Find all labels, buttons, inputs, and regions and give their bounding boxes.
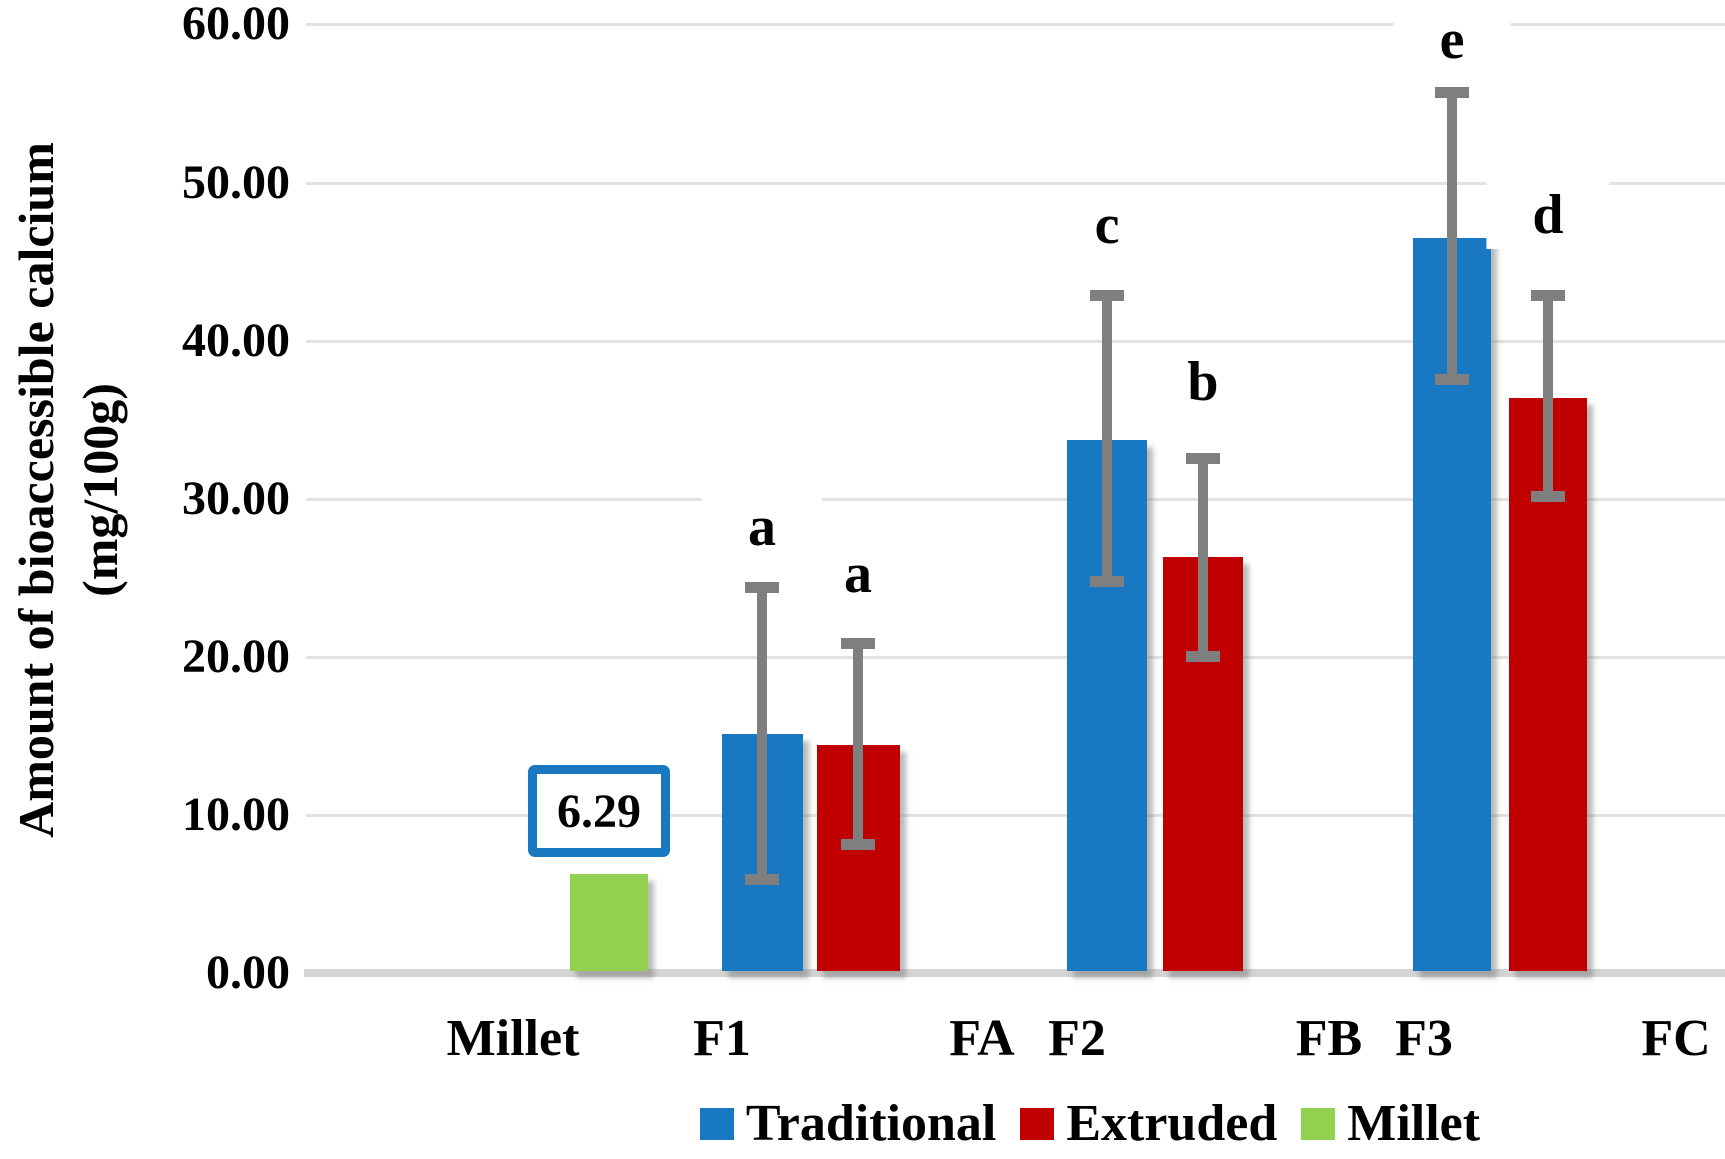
sig-letter-traditional-f2: c <box>1048 191 1166 259</box>
gridline-20.00 <box>306 655 1725 659</box>
legend-label-millet: Millet <box>1347 1095 1481 1152</box>
x-axis-label-fb: FB <box>1295 1010 1363 1067</box>
legend-label-traditional: Traditional <box>745 1095 997 1152</box>
error-bar-stem-traditional-f2 <box>1102 294 1112 583</box>
legend-label-extruded: Extruded <box>1066 1095 1278 1152</box>
error-bar-stem-traditional-f3 <box>1447 92 1457 381</box>
y-tick-label-60.00: 60.00 <box>182 0 290 51</box>
legend-swatch-millet <box>1301 1108 1336 1140</box>
sig-letter-extruded-f3: d <box>1486 181 1610 249</box>
error-bar-stem-extruded-f3 <box>1543 294 1553 498</box>
error-bar-cap-bottom-traditional-f1 <box>745 873 779 885</box>
error-bar-cap-bottom-traditional-f3 <box>1435 374 1469 386</box>
gridline-10.00 <box>306 813 1725 817</box>
legend-item-millet: Millet <box>1301 1096 1480 1152</box>
legend-item-extruded: Extruded <box>1020 1096 1277 1152</box>
error-bar-cap-bottom-traditional-f2 <box>1090 576 1124 588</box>
x-axis-label-millet: Millet <box>446 1010 580 1067</box>
x-axis-label-fa: FA <box>949 1010 1015 1067</box>
error-bar-cap-top-traditional-f1 <box>745 582 779 594</box>
y-tick-label-0.00: 0.00 <box>206 946 290 999</box>
legend-swatch-traditional <box>699 1108 734 1140</box>
millet-value-callout: 6.29 <box>528 765 670 857</box>
gridline-30.00 <box>306 497 1725 501</box>
error-bar-cap-top-traditional-f3 <box>1435 87 1469 99</box>
error-bar-cap-top-extruded-f1 <box>841 637 875 649</box>
error-bar-cap-bottom-extruded-f3 <box>1531 491 1565 503</box>
error-bar-cap-top-extruded-f3 <box>1531 289 1565 301</box>
gridline-60.00 <box>306 23 1725 27</box>
gridline-40.00 <box>306 339 1725 343</box>
error-bar-cap-top-extruded-f2 <box>1186 452 1220 464</box>
sig-letter-traditional-f3: e <box>1393 6 1511 74</box>
y-tick-label-20.00: 20.00 <box>182 629 290 683</box>
error-bar-cap-bottom-extruded-f1 <box>841 838 875 850</box>
legend: Traditional Extruded Millet <box>660 1096 1520 1152</box>
x-axis-line <box>304 969 1725 977</box>
y-tick-label-40.00: 40.00 <box>182 313 290 367</box>
error-bar-stem-extruded-f2 <box>1198 457 1208 657</box>
bar-millet-millet <box>570 873 648 971</box>
error-bar-stem-extruded-f1 <box>853 642 863 845</box>
x-axis-label-fc: FC <box>1641 1010 1711 1067</box>
y-tick-label-30.00: 30.00 <box>182 471 290 525</box>
legend-swatch-extruded <box>1020 1108 1055 1140</box>
error-bar-stem-traditional-f1 <box>757 587 767 880</box>
legend-item-traditional: Traditional <box>699 1095 997 1152</box>
gridline-50.00 <box>306 181 1725 185</box>
x-axis-label-f1: F1 <box>693 1010 751 1067</box>
millet-value-label: 6.29 <box>557 784 641 838</box>
error-bar-cap-top-traditional-f2 <box>1090 289 1124 301</box>
y-tick-label-10.00: 10.00 <box>182 787 290 841</box>
y-tick-label-50.00: 50.00 <box>182 155 290 209</box>
x-axis-label-f3: F3 <box>1395 1010 1453 1067</box>
x-axis-label-f2: F2 <box>1048 1010 1106 1067</box>
error-bar-cap-bottom-extruded-f2 <box>1186 650 1220 662</box>
sig-letter-extruded-f2: b <box>1141 348 1265 416</box>
sig-letter-extruded-f1: a <box>798 540 918 608</box>
